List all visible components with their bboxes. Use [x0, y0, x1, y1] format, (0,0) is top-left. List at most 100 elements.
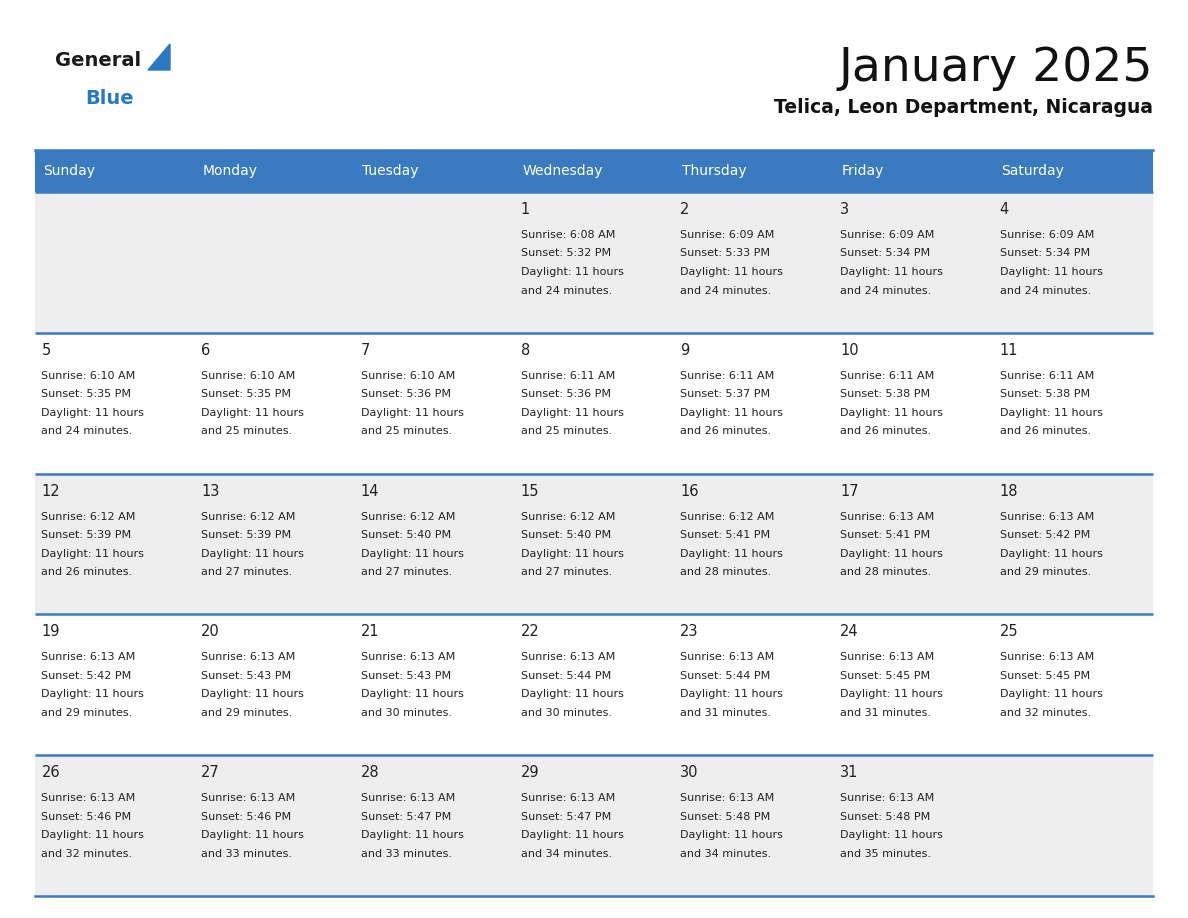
Text: 21: 21 — [361, 624, 379, 640]
Text: Sunset: 5:33 PM: Sunset: 5:33 PM — [681, 249, 770, 259]
Text: 12: 12 — [42, 484, 61, 498]
Text: Sunrise: 6:13 AM: Sunrise: 6:13 AM — [361, 793, 455, 803]
Bar — [34, 756, 1154, 896]
Text: Daylight: 11 hours: Daylight: 11 hours — [840, 689, 943, 700]
Text: Sunset: 5:41 PM: Sunset: 5:41 PM — [840, 530, 930, 540]
Text: and 26 minutes.: and 26 minutes. — [681, 426, 771, 436]
Text: Daylight: 11 hours: Daylight: 11 hours — [681, 830, 783, 840]
Text: and 27 minutes.: and 27 minutes. — [520, 567, 612, 577]
Text: Daylight: 11 hours: Daylight: 11 hours — [520, 267, 624, 277]
Text: Daylight: 11 hours: Daylight: 11 hours — [840, 267, 943, 277]
Text: 25: 25 — [999, 624, 1018, 640]
Bar — [993, 150, 1154, 192]
Text: Sunset: 5:48 PM: Sunset: 5:48 PM — [681, 812, 771, 822]
Text: Thursday: Thursday — [682, 164, 746, 178]
Text: Sunset: 5:38 PM: Sunset: 5:38 PM — [999, 389, 1089, 399]
Text: and 28 minutes.: and 28 minutes. — [681, 567, 771, 577]
Text: Sunrise: 6:12 AM: Sunrise: 6:12 AM — [201, 511, 296, 521]
Text: and 35 minutes.: and 35 minutes. — [840, 849, 931, 858]
Text: Sunset: 5:41 PM: Sunset: 5:41 PM — [681, 530, 770, 540]
Text: Sunset: 5:34 PM: Sunset: 5:34 PM — [840, 249, 930, 259]
Text: 18: 18 — [999, 484, 1018, 498]
Bar — [514, 150, 674, 192]
Text: and 24 minutes.: and 24 minutes. — [42, 426, 133, 436]
Text: 30: 30 — [681, 766, 699, 780]
Text: Daylight: 11 hours: Daylight: 11 hours — [840, 408, 943, 418]
Text: Daylight: 11 hours: Daylight: 11 hours — [999, 549, 1102, 558]
Text: 22: 22 — [520, 624, 539, 640]
Text: Daylight: 11 hours: Daylight: 11 hours — [681, 689, 783, 700]
Text: 14: 14 — [361, 484, 379, 498]
Text: Sunrise: 6:12 AM: Sunrise: 6:12 AM — [520, 511, 615, 521]
Text: Sunset: 5:35 PM: Sunset: 5:35 PM — [201, 389, 291, 399]
Text: 31: 31 — [840, 766, 859, 780]
Text: and 26 minutes.: and 26 minutes. — [840, 426, 931, 436]
Text: Friday: Friday — [841, 164, 884, 178]
Text: and 29 minutes.: and 29 minutes. — [999, 567, 1091, 577]
Text: 5: 5 — [42, 342, 51, 358]
Text: Sunset: 5:46 PM: Sunset: 5:46 PM — [201, 812, 291, 822]
Text: Sunset: 5:42 PM: Sunset: 5:42 PM — [999, 530, 1089, 540]
Text: 24: 24 — [840, 624, 859, 640]
Text: Sunset: 5:43 PM: Sunset: 5:43 PM — [201, 671, 291, 681]
Text: Sunrise: 6:11 AM: Sunrise: 6:11 AM — [520, 371, 614, 381]
Text: Sunrise: 6:13 AM: Sunrise: 6:13 AM — [361, 653, 455, 663]
Text: Sunset: 5:44 PM: Sunset: 5:44 PM — [681, 671, 771, 681]
Text: and 30 minutes.: and 30 minutes. — [361, 708, 451, 718]
Text: and 24 minutes.: and 24 minutes. — [681, 285, 771, 296]
Text: 19: 19 — [42, 624, 59, 640]
Text: Sunrise: 6:09 AM: Sunrise: 6:09 AM — [999, 230, 1094, 240]
Text: and 24 minutes.: and 24 minutes. — [840, 285, 931, 296]
Text: Sunset: 5:40 PM: Sunset: 5:40 PM — [361, 530, 451, 540]
Text: and 32 minutes.: and 32 minutes. — [999, 708, 1091, 718]
Text: Tuesday: Tuesday — [362, 164, 419, 178]
Text: Telica, Leon Department, Nicaragua: Telica, Leon Department, Nicaragua — [775, 98, 1154, 117]
Text: and 28 minutes.: and 28 minutes. — [840, 567, 931, 577]
Text: 13: 13 — [201, 484, 220, 498]
Text: Sunset: 5:48 PM: Sunset: 5:48 PM — [840, 812, 930, 822]
Text: Daylight: 11 hours: Daylight: 11 hours — [201, 549, 304, 558]
Text: and 25 minutes.: and 25 minutes. — [201, 426, 292, 436]
Text: Sunrise: 6:13 AM: Sunrise: 6:13 AM — [999, 511, 1094, 521]
Text: Sunrise: 6:13 AM: Sunrise: 6:13 AM — [681, 653, 775, 663]
Text: Sunset: 5:34 PM: Sunset: 5:34 PM — [999, 249, 1089, 259]
Text: Sunset: 5:38 PM: Sunset: 5:38 PM — [840, 389, 930, 399]
Text: Sunrise: 6:11 AM: Sunrise: 6:11 AM — [840, 371, 934, 381]
Text: 3: 3 — [840, 202, 849, 217]
Bar — [195, 150, 354, 192]
Text: Sunrise: 6:12 AM: Sunrise: 6:12 AM — [361, 511, 455, 521]
Text: Daylight: 11 hours: Daylight: 11 hours — [42, 549, 144, 558]
Bar — [34, 333, 1154, 474]
Text: Wednesday: Wednesday — [523, 164, 602, 178]
Text: 29: 29 — [520, 766, 539, 780]
Text: Sunset: 5:46 PM: Sunset: 5:46 PM — [42, 812, 132, 822]
Text: Daylight: 11 hours: Daylight: 11 hours — [681, 408, 783, 418]
Text: Sunset: 5:40 PM: Sunset: 5:40 PM — [520, 530, 611, 540]
Text: Sunrise: 6:13 AM: Sunrise: 6:13 AM — [999, 653, 1094, 663]
Text: 1: 1 — [520, 202, 530, 217]
Text: 23: 23 — [681, 624, 699, 640]
Text: Sunrise: 6:11 AM: Sunrise: 6:11 AM — [681, 371, 775, 381]
Text: Sunset: 5:43 PM: Sunset: 5:43 PM — [361, 671, 451, 681]
Text: Sunrise: 6:10 AM: Sunrise: 6:10 AM — [42, 371, 135, 381]
Text: Sunset: 5:39 PM: Sunset: 5:39 PM — [201, 530, 291, 540]
Text: and 27 minutes.: and 27 minutes. — [361, 567, 453, 577]
Text: Sunset: 5:32 PM: Sunset: 5:32 PM — [520, 249, 611, 259]
Text: Daylight: 11 hours: Daylight: 11 hours — [681, 267, 783, 277]
Polygon shape — [148, 44, 170, 70]
Text: and 29 minutes.: and 29 minutes. — [201, 708, 292, 718]
Text: Blue: Blue — [86, 89, 133, 108]
Text: Sunrise: 6:12 AM: Sunrise: 6:12 AM — [681, 511, 775, 521]
Text: Daylight: 11 hours: Daylight: 11 hours — [201, 689, 304, 700]
Text: Sunset: 5:37 PM: Sunset: 5:37 PM — [681, 389, 770, 399]
Text: Daylight: 11 hours: Daylight: 11 hours — [42, 689, 144, 700]
Text: Sunrise: 6:08 AM: Sunrise: 6:08 AM — [520, 230, 615, 240]
Text: Daylight: 11 hours: Daylight: 11 hours — [999, 267, 1102, 277]
Text: Sunset: 5:44 PM: Sunset: 5:44 PM — [520, 671, 611, 681]
Text: Sunset: 5:45 PM: Sunset: 5:45 PM — [840, 671, 930, 681]
Text: Sunrise: 6:13 AM: Sunrise: 6:13 AM — [840, 511, 934, 521]
Text: 10: 10 — [840, 342, 859, 358]
Text: Daylight: 11 hours: Daylight: 11 hours — [361, 549, 463, 558]
Text: 16: 16 — [681, 484, 699, 498]
Text: and 26 minutes.: and 26 minutes. — [999, 426, 1091, 436]
